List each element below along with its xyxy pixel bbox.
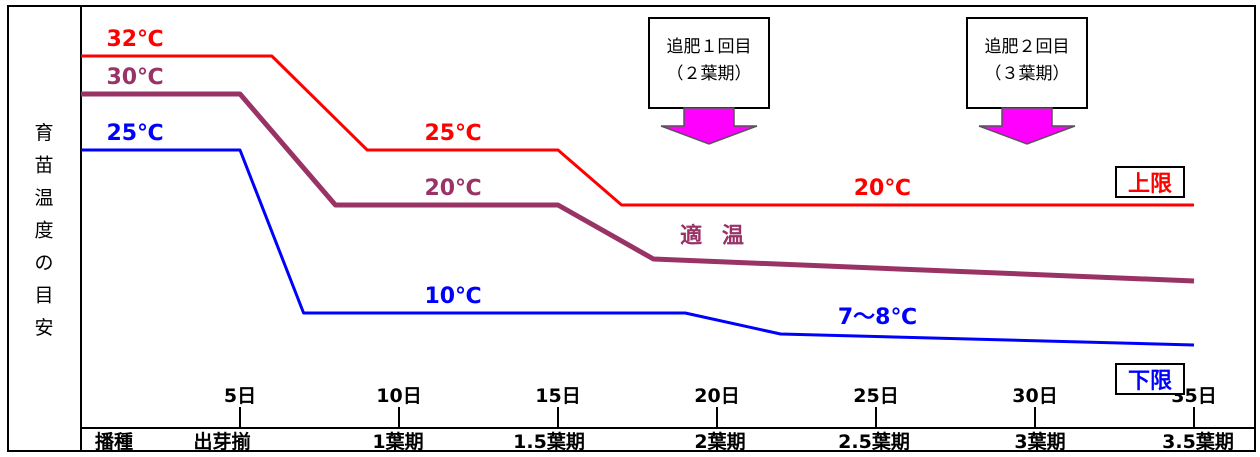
- y-axis-label-char: 度: [34, 220, 53, 242]
- y-axis-label-char: 温: [34, 187, 53, 209]
- data-label: 20℃: [854, 176, 911, 201]
- stage-label: 2葉期: [694, 431, 745, 453]
- series-line: [81, 54, 1194, 207]
- stage-label: 出芽揃: [193, 430, 250, 453]
- optimum-tag-label: 適 温: [680, 223, 750, 249]
- y-axis-label-char: の: [34, 252, 53, 274]
- outer-frame: [7, 5, 1256, 452]
- annotation-arrow: [660, 107, 758, 145]
- annotation-text: 追肥２回目: [985, 37, 1070, 57]
- data-label: 20℃: [424, 176, 481, 201]
- x-tick-label: 30日: [1012, 385, 1057, 407]
- stage-label: 3葉期: [1014, 431, 1065, 453]
- data-label: 10℃: [424, 284, 481, 309]
- y-axis-label-char: 育: [34, 122, 53, 144]
- data-label: 32℃: [106, 27, 163, 52]
- x-tick-label: 10日: [376, 385, 421, 407]
- y-axis-label-char: 苗: [34, 155, 53, 177]
- y-axis-label-char: 安: [34, 317, 53, 339]
- x-tick-label: 5日: [224, 385, 256, 407]
- annotation-text: 追肥１回目: [667, 37, 752, 57]
- annotation-text: （２葉期）: [667, 64, 752, 84]
- annotation-text: （３葉期）: [985, 64, 1070, 84]
- stage-label: 1葉期: [372, 431, 423, 453]
- annotation-box: [966, 17, 1088, 109]
- annotation-arrow: [978, 107, 1076, 145]
- data-label: 30℃: [106, 65, 163, 90]
- x-tick-label: 15日: [535, 385, 580, 407]
- series-line: [81, 91, 1195, 284]
- stage-label: 1.5葉期: [513, 431, 585, 453]
- data-label: 25℃: [106, 121, 163, 146]
- stage-label: 播種: [95, 431, 133, 453]
- data-label: 7～8℃: [838, 305, 917, 330]
- x-tick-label: 20日: [694, 385, 739, 407]
- stage-label: 2.5葉期: [838, 431, 910, 453]
- y-axis-label-char: 目: [34, 285, 53, 307]
- series-line: [81, 148, 1195, 347]
- data-label: 25℃: [424, 121, 481, 146]
- upper-tag-label: 上限: [1128, 172, 1172, 197]
- annotation-box: [648, 17, 770, 109]
- stage-label: 3.5葉期: [1162, 431, 1234, 453]
- lower-tag-box: [1115, 363, 1185, 395]
- upper-tag-box: [1115, 166, 1185, 198]
- x-tick-label: 25日: [853, 385, 898, 407]
- lower-tag-label: 下限: [1128, 369, 1172, 394]
